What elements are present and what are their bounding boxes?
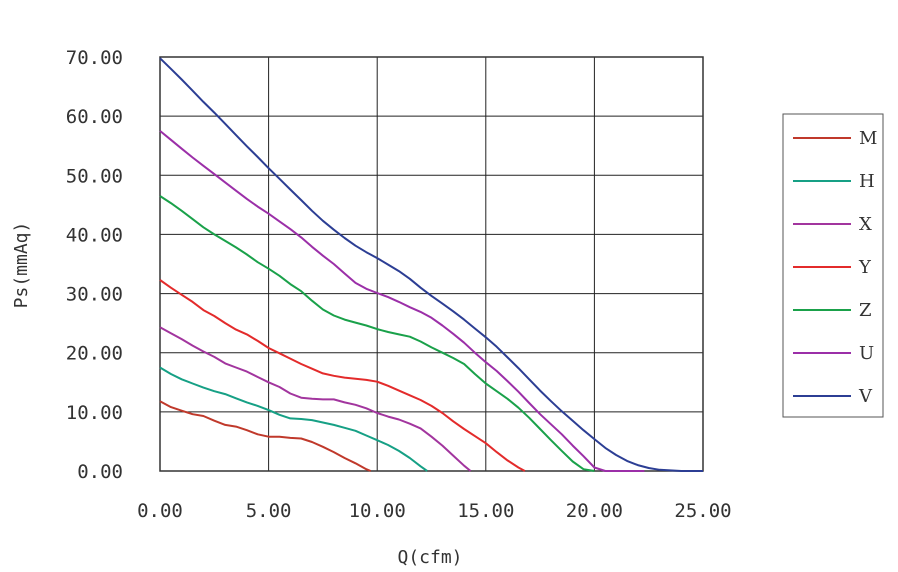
series-line-V [159,57,703,472]
x-tick-label: 10.00 [349,500,406,522]
plot-area-frame [159,56,704,472]
legend-label-Y: Y [858,257,872,278]
x-tick-label: 0.00 [137,500,183,522]
legend-label-Z: Z [859,300,872,321]
series-line-H [159,366,428,472]
series-line-Y [159,279,526,472]
legend-label-V: V [858,386,873,407]
series-line-M [159,400,372,472]
legend-label-X: X [859,214,872,235]
legend-label-M: M [859,128,877,149]
x-tick-label: 15.00 [457,500,514,522]
y-tick-label: 30.00 [66,284,123,306]
series-line-U [159,130,645,472]
x-axis-title: Q(cfm) [397,547,462,568]
legend-label-H: H [859,171,875,192]
x-tick-label: 25.00 [674,500,731,522]
y-tick-label: 60.00 [66,106,123,128]
series-line-Z [159,195,595,472]
legend-box [782,113,884,418]
y-tick-label: 10.00 [66,402,123,424]
y-tick-label: 70.00 [66,47,123,69]
y-tick-label: 20.00 [66,343,123,365]
x-tick-label: 5.00 [246,500,292,522]
legend-label-U: U [859,343,874,364]
y-tick-label: 50.00 [66,165,123,187]
x-tick-label: 20.00 [566,500,623,522]
y-tick-label: 0.00 [77,461,123,483]
y-tick-label: 40.00 [66,224,123,246]
legend-items: M H X Y Z U V [793,128,877,407]
grid-lines [159,56,704,472]
x-tick-labels: 0.00 5.00 10.00 15.00 20.00 25.00 [137,500,731,522]
legend: M H X Y Z U V [782,113,884,418]
y-tick-labels: 0.00 10.00 20.00 30.00 40.00 50.00 60.00 70.00 [66,47,123,483]
y-axis-title: Ps(mmAq) [11,222,32,309]
series-lines [159,57,703,472]
series-line-X [159,326,472,472]
